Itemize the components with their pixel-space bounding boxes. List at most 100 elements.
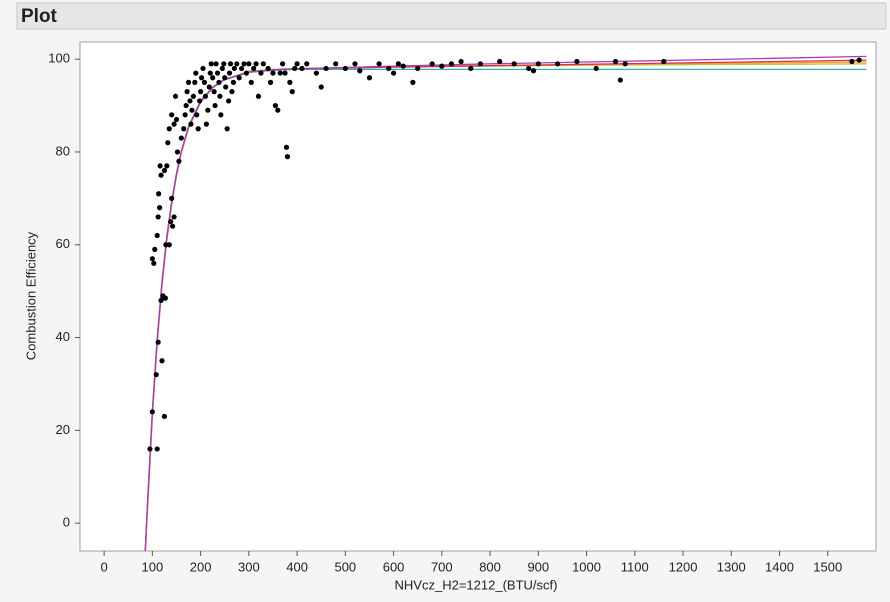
data-point: [318, 84, 324, 90]
data-point: [222, 75, 228, 81]
data-point: [227, 61, 234, 67]
data-point: [292, 65, 298, 72]
data-point: [157, 205, 163, 211]
data-point: [188, 121, 194, 127]
data-point: [181, 126, 187, 132]
data-point: [151, 260, 157, 266]
data-point: [243, 70, 250, 76]
data-point: [178, 135, 184, 141]
data-point: [280, 61, 286, 67]
data-point: [225, 98, 232, 104]
data-point: [313, 70, 319, 76]
data-point: [219, 65, 225, 72]
data-point: [174, 149, 181, 155]
data-point: [352, 61, 358, 67]
data-point: [198, 75, 205, 81]
data-point: [173, 116, 180, 123]
data-point: [856, 57, 862, 63]
data-point: [458, 58, 464, 65]
data-point: [213, 61, 219, 67]
data-point: [158, 172, 164, 178]
x-tick-label: 1300: [717, 559, 746, 574]
data-point: [162, 295, 168, 301]
data-point: [166, 242, 172, 248]
data-point: [166, 126, 172, 132]
x-tick-label: 300: [238, 559, 260, 574]
data-point: [156, 191, 162, 197]
data-point: [255, 93, 262, 99]
data-point: [153, 372, 159, 378]
data-point: [154, 232, 160, 239]
panel-title: Plot: [21, 6, 58, 27]
data-point: [207, 70, 213, 76]
data-point: [275, 107, 281, 113]
data-point: [617, 77, 623, 83]
data-point: [849, 58, 855, 65]
plot-area: [79, 41, 877, 552]
data-point: [208, 61, 214, 67]
data-point: [241, 61, 247, 67]
data-point: [182, 112, 188, 118]
y-tick-label: 20: [56, 422, 70, 437]
data-point: [376, 61, 382, 67]
data-point: [535, 61, 541, 67]
data-point: [202, 93, 209, 99]
data-point: [149, 409, 155, 415]
data-point: [212, 102, 218, 109]
data-point: [221, 61, 227, 67]
data-point: [203, 121, 209, 127]
data-point: [192, 79, 198, 85]
data-point: [149, 256, 155, 262]
data-point: [197, 98, 203, 104]
data-point: [214, 70, 221, 76]
data-point: [272, 102, 278, 109]
data-point: [187, 98, 193, 104]
data-point: [357, 68, 363, 74]
x-tick-label: 700: [431, 559, 453, 574]
data-point: [415, 65, 421, 72]
data-point: [299, 65, 305, 72]
y-tick-label: 80: [56, 143, 70, 158]
data-point: [226, 70, 233, 76]
data-point: [194, 112, 200, 118]
data-point: [477, 61, 484, 67]
data-point: [289, 89, 295, 95]
data-point: [253, 61, 259, 67]
data-point: [201, 79, 208, 85]
data-point: [386, 65, 392, 72]
data-point: [165, 140, 171, 146]
data-point: [593, 65, 599, 72]
x-tick-label: 1000: [572, 559, 601, 574]
data-point: [622, 61, 628, 67]
data-point: [282, 70, 288, 76]
data-point: [323, 65, 329, 72]
data-point: [395, 61, 401, 67]
data-point: [200, 65, 206, 72]
data-point: [410, 79, 416, 85]
x-tick-label: 900: [527, 559, 549, 574]
data-point: [195, 126, 201, 132]
data-point: [189, 107, 195, 113]
data-point: [400, 63, 406, 69]
data-point: [158, 297, 164, 304]
data-point: [236, 75, 242, 81]
data-point: [267, 79, 274, 85]
x-tick-label: 1500: [813, 559, 842, 574]
data-point: [511, 61, 517, 67]
data-point: [231, 65, 237, 72]
y-tick-label: 100: [48, 51, 70, 66]
data-point: [661, 58, 667, 65]
y-tick-label: 0: [63, 515, 70, 530]
x-tick-label: 400: [286, 559, 308, 574]
data-point: [574, 58, 580, 65]
data-point: [164, 163, 170, 169]
data-point: [248, 79, 254, 85]
data-point: [223, 84, 229, 90]
x-tick-label: 200: [190, 559, 212, 574]
data-point: [304, 61, 310, 67]
x-tick-label: 1100: [621, 559, 649, 574]
data-point: [342, 65, 348, 72]
data-point: [152, 246, 158, 253]
x-tick-label: 800: [479, 559, 501, 574]
